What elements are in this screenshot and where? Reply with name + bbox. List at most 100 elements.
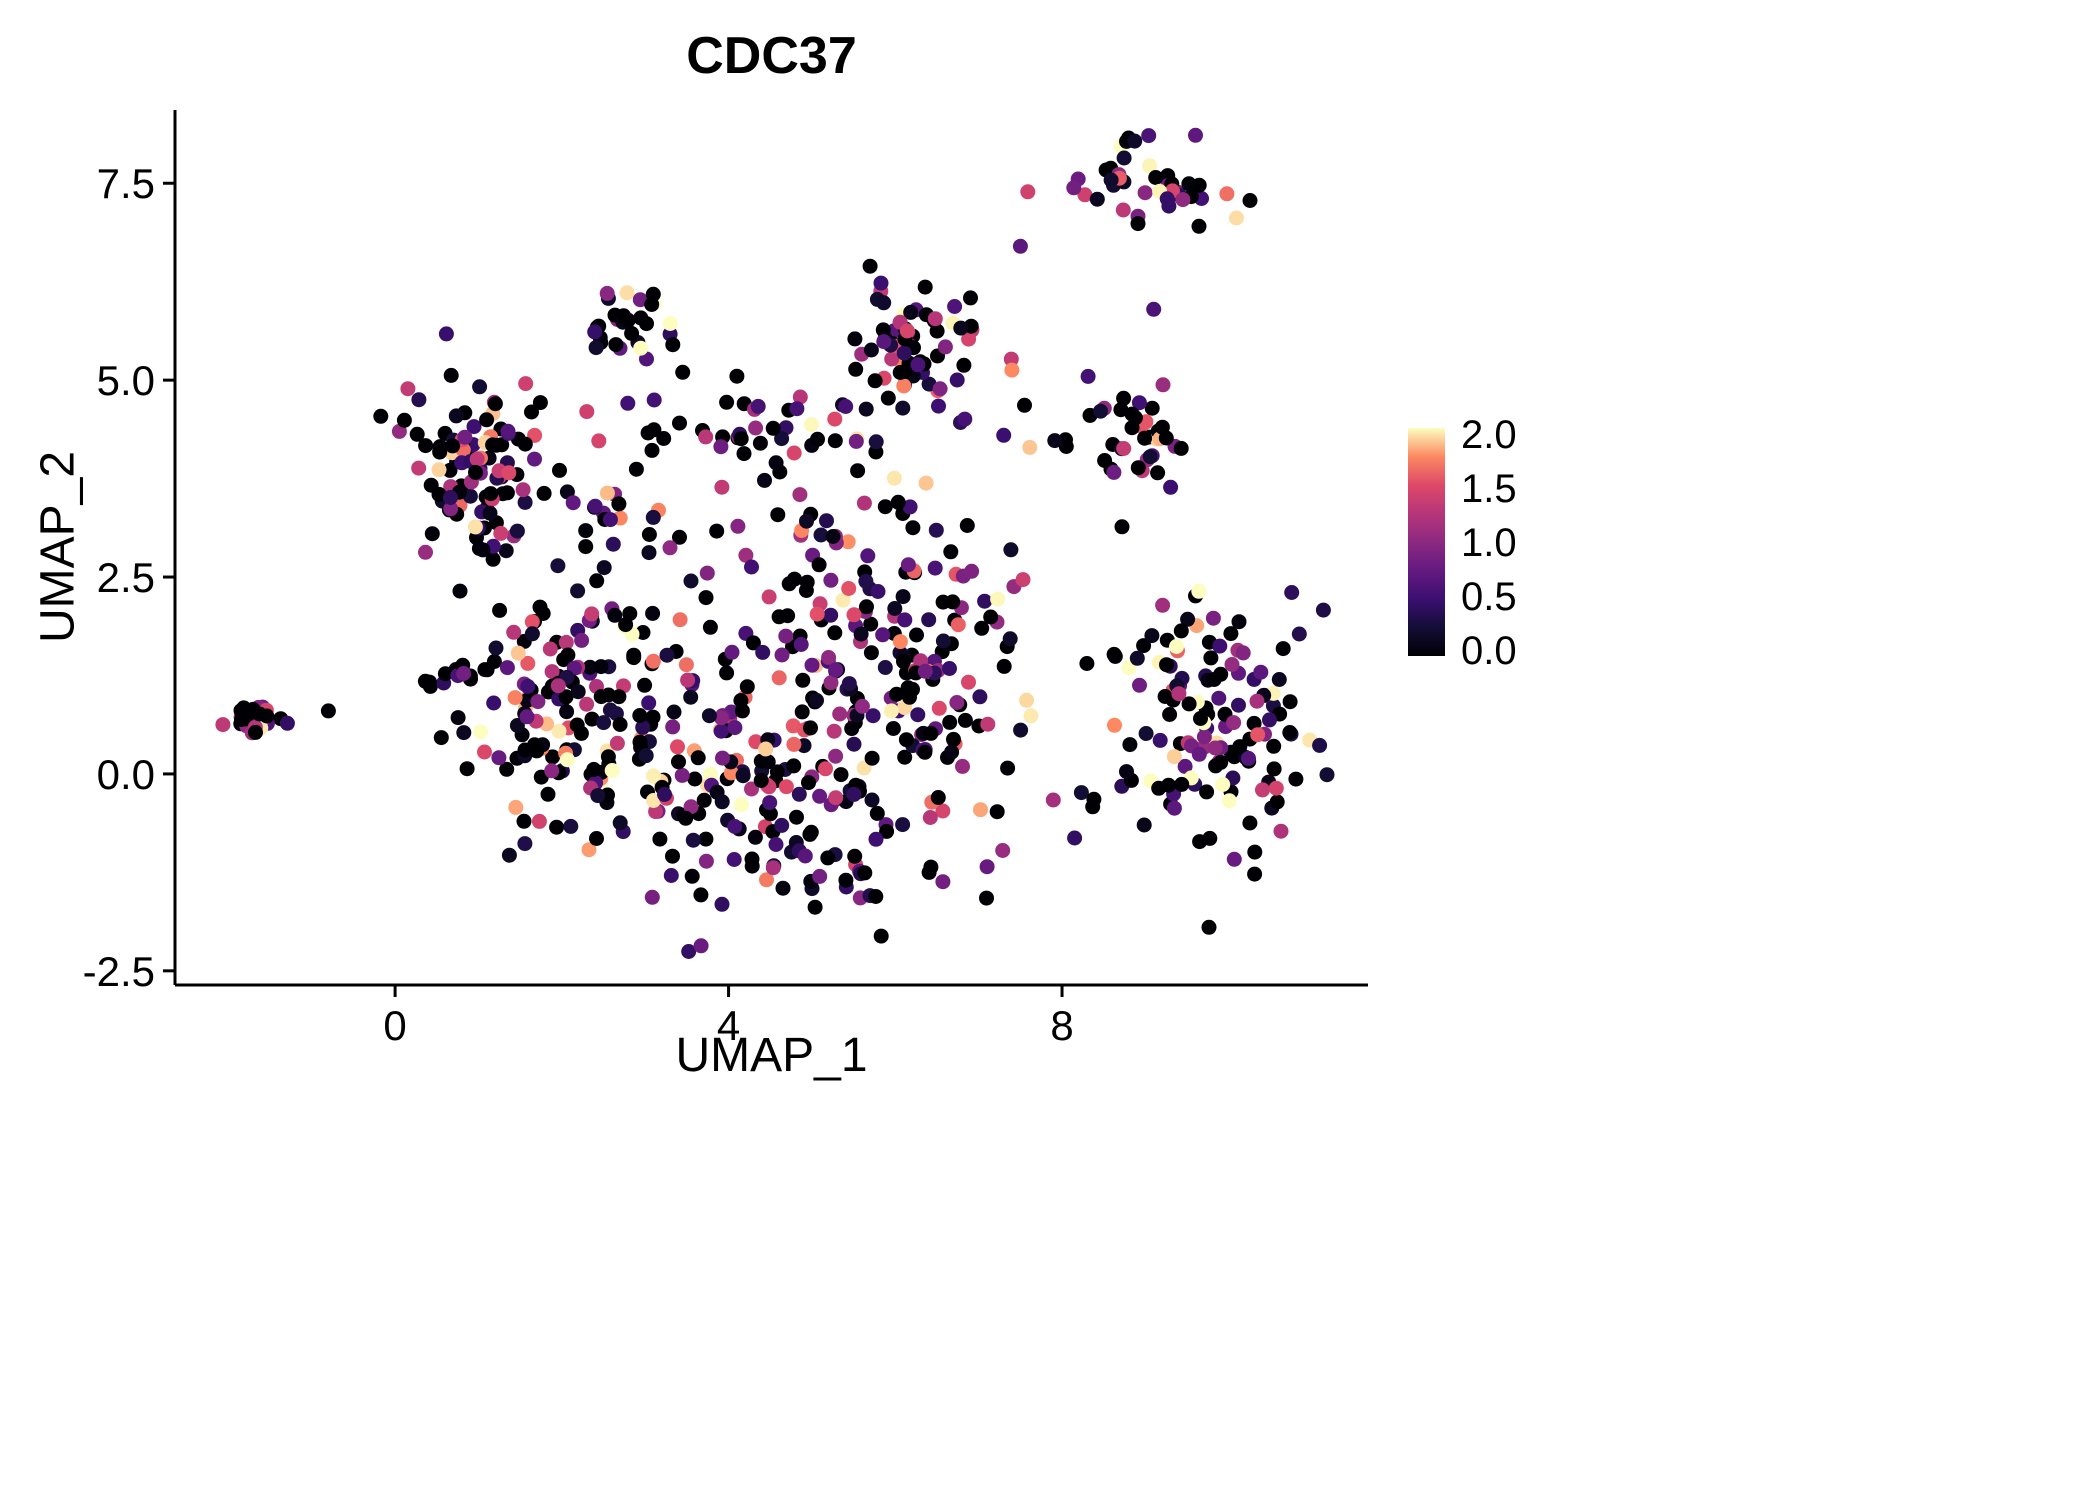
data-point <box>670 739 685 755</box>
data-point <box>448 408 464 424</box>
data-point <box>545 749 561 765</box>
data-point <box>683 689 699 705</box>
data-point <box>635 625 651 640</box>
data-point <box>869 805 885 821</box>
data-point <box>813 527 829 543</box>
data-point <box>1003 542 1019 558</box>
data-point <box>1144 400 1160 416</box>
data-point <box>1166 749 1182 765</box>
data-point <box>1169 639 1184 654</box>
data-point <box>690 750 706 766</box>
data-point <box>672 415 687 431</box>
data-point <box>758 741 774 757</box>
data-point <box>639 316 654 332</box>
data-point <box>442 462 458 478</box>
data-point <box>883 703 899 719</box>
data-point <box>479 412 495 428</box>
data-point <box>1093 403 1109 419</box>
data-point <box>500 423 516 439</box>
data-point <box>520 678 536 694</box>
data-point <box>477 744 492 760</box>
data-point <box>880 390 896 406</box>
data-point <box>1116 390 1132 406</box>
data-point <box>1288 771 1304 787</box>
data-point <box>762 795 778 811</box>
data-point <box>733 431 749 447</box>
y-tick-label: 7.5 <box>97 160 155 207</box>
scatter-points <box>215 127 1335 959</box>
data-point <box>868 889 884 904</box>
data-point <box>726 852 742 867</box>
data-point <box>1019 692 1035 708</box>
data-point <box>750 398 766 414</box>
data-point <box>1141 128 1157 144</box>
data-point <box>600 749 616 765</box>
data-point <box>499 660 515 676</box>
data-point <box>877 660 893 675</box>
data-point <box>645 605 661 621</box>
data-point <box>411 460 427 476</box>
data-point <box>736 446 752 462</box>
data-point <box>1017 397 1032 413</box>
data-point <box>896 378 912 394</box>
data-point <box>1080 368 1096 384</box>
data-point <box>1181 176 1197 192</box>
data-point <box>1315 602 1331 618</box>
data-point <box>487 396 503 412</box>
data-point <box>1003 351 1019 367</box>
data-point <box>418 544 433 560</box>
data-point <box>719 665 735 681</box>
data-point <box>900 557 916 573</box>
data-point <box>248 724 263 740</box>
data-point <box>1192 834 1208 850</box>
data-point <box>423 477 439 493</box>
data-point <box>479 662 495 678</box>
data-point <box>774 817 790 833</box>
data-point <box>641 695 657 711</box>
data-point <box>797 848 813 864</box>
data-point <box>945 594 961 610</box>
data-point <box>922 810 938 825</box>
data-point <box>935 633 951 649</box>
data-point <box>733 693 749 708</box>
data-point <box>491 750 507 766</box>
data-point <box>930 790 946 805</box>
data-point <box>424 526 440 542</box>
data-point <box>1262 712 1277 728</box>
data-point <box>828 748 844 764</box>
data-point <box>752 435 768 451</box>
data-point <box>819 513 834 529</box>
data-point <box>418 438 434 454</box>
data-point <box>846 736 862 752</box>
data-point <box>943 544 959 560</box>
data-point <box>957 411 973 427</box>
data-point <box>1199 784 1215 800</box>
data-point <box>727 720 743 736</box>
data-point <box>870 584 886 599</box>
data-point <box>574 632 590 648</box>
data-point <box>947 299 963 314</box>
data-point <box>713 723 729 739</box>
data-point <box>468 464 483 480</box>
data-point <box>832 706 848 722</box>
data-point <box>1191 746 1207 762</box>
data-point <box>786 445 802 461</box>
data-point <box>847 848 863 864</box>
data-point <box>762 806 778 822</box>
data-point <box>745 635 761 651</box>
data-point <box>620 395 636 411</box>
data-point <box>637 677 653 693</box>
data-point <box>422 674 437 690</box>
data-point <box>1231 614 1247 630</box>
data-point <box>1129 650 1145 666</box>
data-point <box>607 607 623 623</box>
data-point <box>1137 430 1153 446</box>
data-point <box>1191 218 1207 234</box>
data-point <box>821 650 837 665</box>
data-point <box>1319 767 1335 783</box>
data-point <box>771 670 787 686</box>
data-point <box>1004 362 1020 378</box>
data-point <box>482 505 498 521</box>
data-point <box>840 534 856 550</box>
data-point <box>696 792 712 808</box>
